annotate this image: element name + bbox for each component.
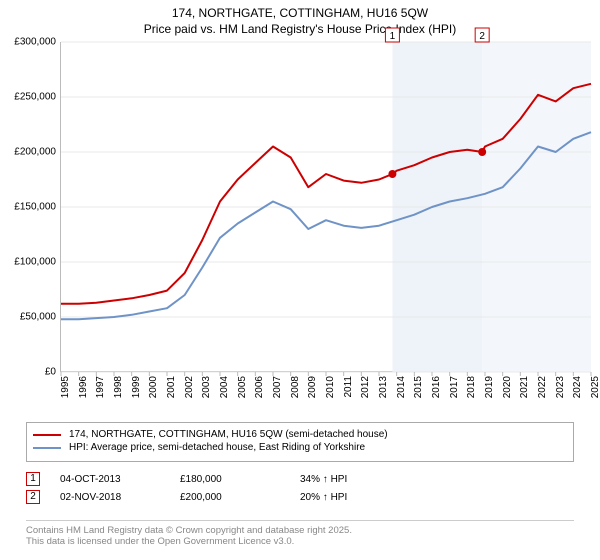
x-axis-tick-label: 2014 bbox=[396, 376, 407, 398]
x-axis-tick-label: 2016 bbox=[431, 376, 442, 398]
x-axis-tick-label: 2008 bbox=[290, 376, 301, 398]
marker-delta-1: 34% ↑ HPI bbox=[300, 474, 420, 485]
x-axis-tick-label: 2006 bbox=[254, 376, 265, 398]
y-axis-tick-label: £50,000 bbox=[10, 312, 56, 323]
title-line1: 174, NORTHGATE, COTTINGHAM, HU16 5QW bbox=[10, 6, 590, 20]
x-axis-tick-label: 2019 bbox=[484, 376, 495, 398]
marker-date-1: 04-OCT-2013 bbox=[60, 474, 180, 485]
x-axis-tick-label: 2005 bbox=[237, 376, 248, 398]
x-axis-tick-label: 2022 bbox=[537, 376, 548, 398]
footer-line1: Contains HM Land Registry data © Crown c… bbox=[26, 525, 574, 536]
x-axis-tick-label: 2024 bbox=[572, 376, 583, 398]
x-axis-tick-label: 2017 bbox=[449, 376, 460, 398]
x-axis-tick-label: 2020 bbox=[502, 376, 513, 398]
marker-row: 2 02-NOV-2018 £200,000 20% ↑ HPI bbox=[26, 490, 574, 504]
x-axis-tick-label: 2015 bbox=[413, 376, 424, 398]
legend-label-1: 174, NORTHGATE, COTTINGHAM, HU16 5QW (se… bbox=[69, 429, 388, 440]
x-axis-tick-label: 1998 bbox=[113, 376, 124, 398]
legend-row: 174, NORTHGATE, COTTINGHAM, HU16 5QW (se… bbox=[33, 429, 567, 440]
legend-label-2: HPI: Average price, semi-detached house,… bbox=[69, 442, 365, 453]
x-axis-tick-label: 2013 bbox=[378, 376, 389, 398]
marker-box-2-icon: 2 bbox=[26, 490, 40, 504]
x-axis-tick-label: 2010 bbox=[325, 376, 336, 398]
chart-title: 174, NORTHGATE, COTTINGHAM, HU16 5QW Pri… bbox=[0, 0, 600, 40]
title-line2: Price paid vs. HM Land Registry's House … bbox=[10, 22, 590, 36]
x-axis-tick-label: 2009 bbox=[307, 376, 318, 398]
marker-box-1-icon: 1 bbox=[26, 472, 40, 486]
x-axis-tick-label: 2007 bbox=[272, 376, 283, 398]
svg-text:1: 1 bbox=[390, 31, 396, 42]
x-axis-tick-label: 1996 bbox=[78, 376, 89, 398]
x-axis-tick-label: 2002 bbox=[184, 376, 195, 398]
x-axis-tick-label: 2011 bbox=[343, 376, 354, 398]
y-axis-tick-label: £250,000 bbox=[10, 92, 56, 103]
x-axis-tick-label: 2004 bbox=[219, 376, 230, 398]
marker-date-2: 02-NOV-2018 bbox=[60, 492, 180, 503]
marker-price-1: £180,000 bbox=[180, 474, 300, 485]
legend-row: HPI: Average price, semi-detached house,… bbox=[33, 442, 567, 453]
footer: Contains HM Land Registry data © Crown c… bbox=[26, 520, 574, 547]
x-axis-tick-label: 1995 bbox=[60, 376, 71, 398]
x-axis-tick-label: 2012 bbox=[360, 376, 371, 398]
y-axis-tick-label: £0 bbox=[10, 367, 56, 378]
y-axis-tick-label: £100,000 bbox=[10, 257, 56, 268]
legend-swatch-2 bbox=[33, 447, 61, 449]
x-axis-tick-label: 2003 bbox=[201, 376, 212, 398]
legend-swatch-1 bbox=[33, 434, 61, 436]
plot-area: 12 bbox=[60, 42, 590, 372]
footer-line2: This data is licensed under the Open Gov… bbox=[26, 536, 574, 547]
x-axis-tick-label: 1999 bbox=[131, 376, 142, 398]
chart-area: 12 £0 £50,000 £100,000 £150,000 £200,000 £250… bbox=[10, 42, 590, 412]
y-axis-tick-label: £150,000 bbox=[10, 202, 56, 213]
x-axis-tick-label: 2025 bbox=[590, 376, 600, 398]
marker-delta-2: 20% ↑ HPI bbox=[300, 492, 420, 503]
y-axis-tick-label: £200,000 bbox=[10, 147, 56, 158]
x-axis-tick-label: 1997 bbox=[95, 376, 106, 398]
x-axis-tick-label: 2001 bbox=[166, 376, 177, 398]
marker-legend: 1 04-OCT-2013 £180,000 34% ↑ HPI 2 02-NO… bbox=[26, 468, 574, 508]
x-axis-tick-label: 2023 bbox=[555, 376, 566, 398]
x-axis-tick-label: 2000 bbox=[148, 376, 159, 398]
x-axis-tick-label: 2018 bbox=[466, 376, 477, 398]
series-legend: 174, NORTHGATE, COTTINGHAM, HU16 5QW (se… bbox=[26, 422, 574, 462]
y-axis-tick-label: £300,000 bbox=[10, 37, 56, 48]
marker-row: 1 04-OCT-2013 £180,000 34% ↑ HPI bbox=[26, 472, 574, 486]
x-axis-tick-label: 2021 bbox=[519, 376, 530, 398]
marker-price-2: £200,000 bbox=[180, 492, 300, 503]
svg-text:2: 2 bbox=[479, 31, 485, 42]
